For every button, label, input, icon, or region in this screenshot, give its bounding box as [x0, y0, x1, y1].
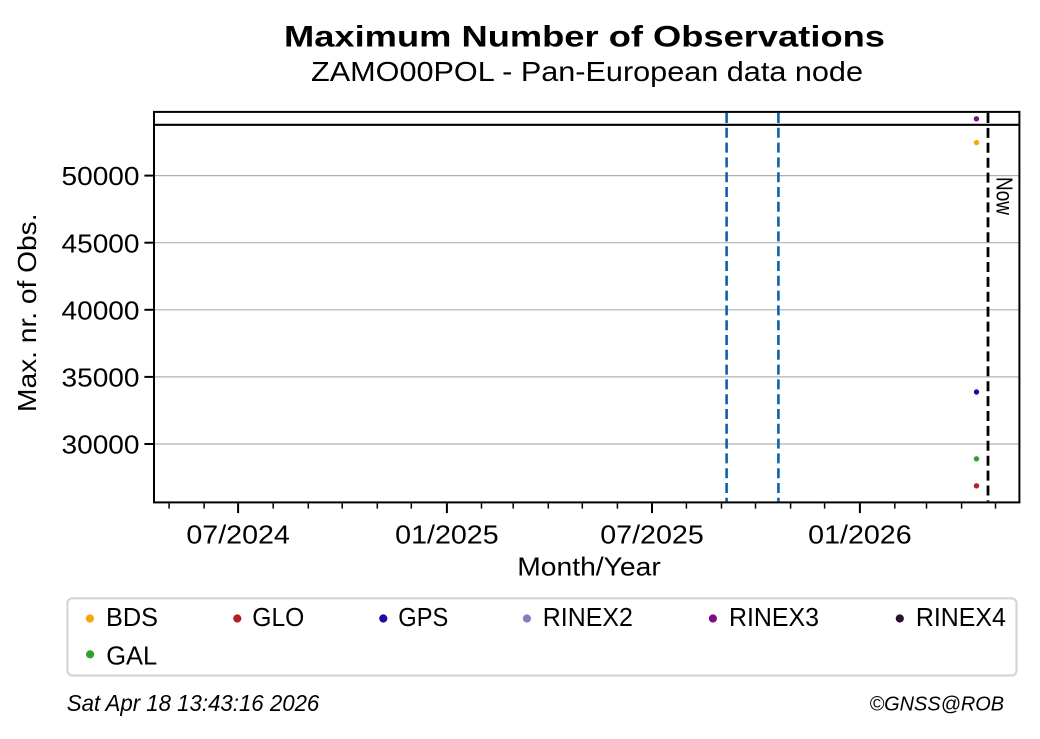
svg-text:BDS: BDS — [106, 602, 158, 632]
svg-text:Max. nr. of Obs.: Max. nr. of Obs. — [12, 213, 42, 412]
svg-text:07/2024: 07/2024 — [186, 520, 290, 550]
svg-text:35000: 35000 — [62, 363, 140, 393]
svg-text:Maximum Number of Observations: Maximum Number of Observations — [284, 21, 885, 54]
svg-text:©GNSS@ROB: ©GNSS@ROB — [870, 693, 1005, 716]
svg-text:01/2026: 01/2026 — [808, 520, 912, 550]
svg-text:GPS: GPS — [398, 602, 448, 632]
svg-text:40000: 40000 — [62, 295, 140, 325]
svg-text:Sat Apr 18 13:43:16 2026: Sat Apr 18 13:43:16 2026 — [67, 690, 320, 716]
svg-text:RINEX3: RINEX3 — [729, 602, 819, 632]
svg-text:GLO: GLO — [252, 602, 304, 632]
svg-text:50000: 50000 — [62, 161, 140, 191]
svg-text:45000: 45000 — [62, 228, 140, 258]
svg-text:GAL: GAL — [106, 640, 157, 670]
svg-text:07/2025: 07/2025 — [600, 520, 704, 550]
svg-text:RINEX2: RINEX2 — [543, 602, 633, 632]
svg-text:Month/Year: Month/Year — [517, 552, 661, 582]
svg-text:30000: 30000 — [62, 430, 140, 460]
svg-text:RINEX4: RINEX4 — [916, 602, 1006, 632]
svg-text:ZAMO00POL - Pan-European data: ZAMO00POL - Pan-European data node — [311, 56, 863, 87]
svg-text:Now: Now — [992, 177, 1018, 215]
svg-text:01/2025: 01/2025 — [395, 520, 499, 550]
